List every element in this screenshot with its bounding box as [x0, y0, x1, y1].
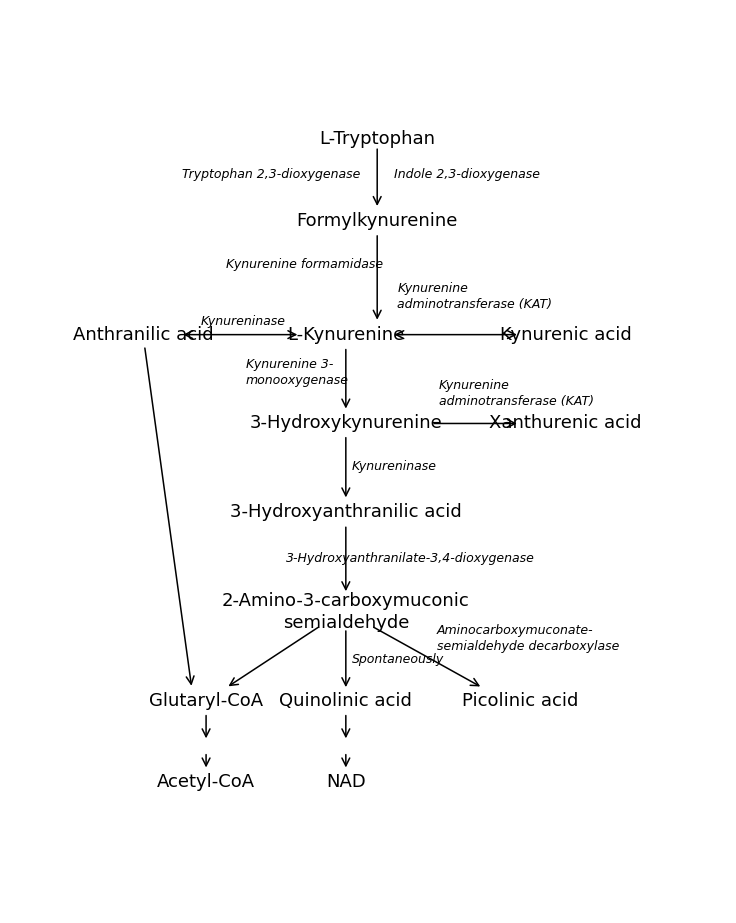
Text: Kynurenine formamidase: Kynurenine formamidase [226, 258, 383, 270]
Text: Acetyl-CoA: Acetyl-CoA [157, 773, 255, 791]
Text: L-Kynurenine: L-Kynurenine [287, 326, 405, 343]
Text: 3-Hydroxykynurenine: 3-Hydroxykynurenine [250, 414, 442, 433]
Text: Anthranilic acid: Anthranilic acid [73, 326, 213, 343]
Text: Kynureninase: Kynureninase [201, 316, 286, 329]
Text: Formylkynurenine: Formylkynurenine [297, 212, 458, 230]
Text: Indole 2,3-dioxygenase: Indole 2,3-dioxygenase [394, 168, 540, 181]
Text: Picolinic acid: Picolinic acid [461, 691, 578, 710]
Text: 3-Hydroxyanthranilate-3,4-dioxygenase: 3-Hydroxyanthranilate-3,4-dioxygenase [286, 552, 535, 565]
Text: Kynurenic acid: Kynurenic acid [500, 326, 631, 343]
Text: Xanthurenic acid: Xanthurenic acid [489, 414, 642, 433]
Text: Aminocarboxymuconate-
semialdehyde decarboxylase: Aminocarboxymuconate- semialdehyde decar… [437, 624, 620, 653]
Text: Kynureninase: Kynureninase [352, 460, 436, 473]
Text: Spontaneously: Spontaneously [352, 653, 444, 665]
Text: Quinolinic acid: Quinolinic acid [280, 691, 412, 710]
Text: 2-Amino-3-carboxymuconic
semialdehyde: 2-Amino-3-carboxymuconic semialdehyde [222, 592, 470, 632]
Text: 3-Hydroxyanthranilic acid: 3-Hydroxyanthranilic acid [230, 503, 461, 521]
Text: NAD: NAD [326, 773, 366, 791]
Text: Kynurenine
adminotransferase (KAT): Kynurenine adminotransferase (KAT) [397, 282, 552, 311]
Text: Tryptophan 2,3-dioxygenase: Tryptophan 2,3-dioxygenase [182, 168, 360, 181]
Text: Kynurenine
adminotransferase (KAT): Kynurenine adminotransferase (KAT) [439, 378, 594, 408]
Text: Glutaryl-CoA: Glutaryl-CoA [149, 691, 263, 710]
Text: Kynurenine 3-
monooxygenase: Kynurenine 3- monooxygenase [246, 358, 349, 387]
Text: L-Tryptophan: L-Tryptophan [319, 130, 435, 149]
